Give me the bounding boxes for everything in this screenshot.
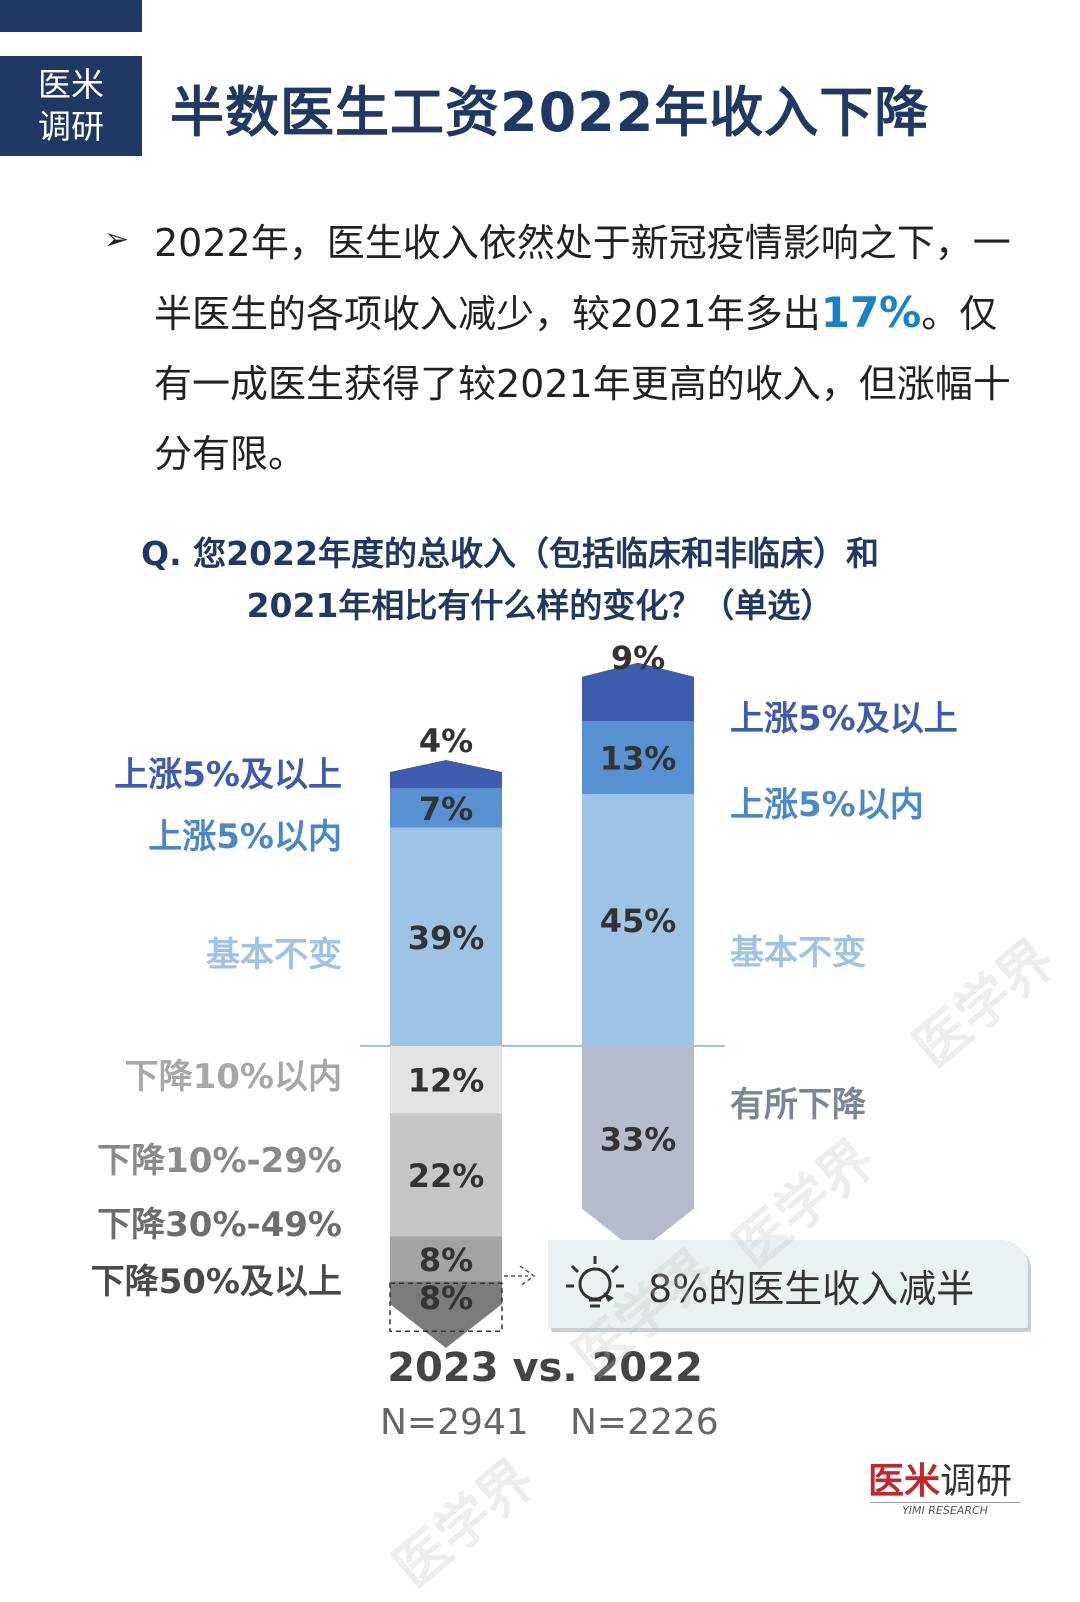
- category-label: 上涨5%以内: [148, 817, 342, 857]
- data-label: 8%: [419, 1241, 473, 1279]
- summary-paragraph: 2022年，医生收入依然处于新冠疫情影响之下，一半医生的各项收入减少，较2021…: [154, 208, 1034, 489]
- data-label: 12%: [408, 1062, 485, 1100]
- bar-segment: [582, 721, 694, 794]
- summary-highlight: 17%: [820, 288, 922, 337]
- bar-segment: [390, 1113, 502, 1237]
- data-label: 45%: [600, 902, 677, 940]
- category-label: 下降10%以内: [125, 1057, 342, 1097]
- callout-box: 8%的医生收入减半: [548, 1240, 1028, 1328]
- bar-segment: [582, 1046, 694, 1253]
- arrow-right-icon: [504, 1265, 536, 1287]
- page-title: 半数医生工资2022年收入下降: [170, 81, 930, 144]
- logo-dark-text: 调研: [940, 1461, 1013, 1502]
- summary-text-2: 。仅有一成医生获得了较2021年更高的收入，但涨幅十分有限。: [154, 292, 1011, 476]
- data-label: 9%: [611, 639, 665, 677]
- category-label: 上涨5%及以上: [114, 755, 342, 795]
- data-label: 33%: [600, 1120, 677, 1158]
- lightbulb-icon: [566, 1256, 624, 1308]
- sample-size-2023: N=2941: [380, 1402, 529, 1443]
- bar-segment: [390, 760, 502, 789]
- survey-question: Q. 您2022年度的总收入（包括临床和非临床）和 2021年相比有什么样的变化…: [120, 528, 960, 632]
- category-label: 有所下降: [730, 1085, 867, 1125]
- bar-segment: [390, 788, 502, 828]
- sample-size-2022: N=2226: [570, 1402, 719, 1443]
- category-label: 上涨5%以内: [730, 785, 924, 825]
- category-label: 基本不变: [730, 933, 866, 973]
- category-label: 下降30%-49%: [97, 1205, 342, 1245]
- question-line-2: 2021年相比有什么样的变化？（单选）: [246, 586, 834, 625]
- brand-line-2: 调研: [38, 107, 104, 146]
- data-label: 39%: [408, 919, 485, 957]
- yimi-logo: 医米调研 YIMI RESEARCH: [868, 1452, 1038, 1517]
- data-label: 8%: [419, 1279, 473, 1317]
- data-label: 4%: [419, 722, 473, 760]
- bar-segment: [390, 1046, 502, 1114]
- brand-box: 医米 调研: [0, 56, 142, 156]
- top-accent-strip: [0, 0, 142, 32]
- bar-segment: [390, 1236, 502, 1282]
- category-label: 下降50%及以上: [91, 1262, 342, 1302]
- bullet-arrow-icon: ➢: [104, 222, 130, 257]
- logo-subtitle: YIMI RESEARCH: [870, 1502, 1020, 1517]
- logo-red-text: 医米: [868, 1461, 941, 1502]
- data-label: 13%: [600, 740, 677, 778]
- bar-segment: [390, 1281, 502, 1348]
- highlight-dashed-box: [389, 1282, 503, 1332]
- question-line-1: Q. 您2022年度的总收入（包括临床和非临床）和: [141, 534, 879, 573]
- bar-segment: [582, 662, 694, 722]
- category-label: 基本不变: [206, 935, 342, 975]
- category-label: 下降10%-29%: [97, 1141, 342, 1181]
- category-label: 上涨5%及以上: [730, 699, 958, 739]
- callout-text: 8%的医生收入减半: [648, 1267, 975, 1311]
- data-label: 7%: [419, 790, 473, 828]
- comparison-label: 2023 vs. 2022: [387, 1345, 703, 1391]
- bar-segment: [582, 794, 694, 1046]
- brand-line-1: 医米: [38, 65, 104, 104]
- bar-segment: [390, 827, 502, 1046]
- income-change-chart: 4%7%39%12%22%8%8%9%13%45%33%上涨5%及以上上涨5%以…: [91, 639, 958, 1348]
- summary-text-1: 2022年，医生收入依然处于新冠疫情影响之下，一半医生的各项收入减少，较2021…: [154, 221, 1011, 336]
- data-label: 22%: [408, 1157, 485, 1195]
